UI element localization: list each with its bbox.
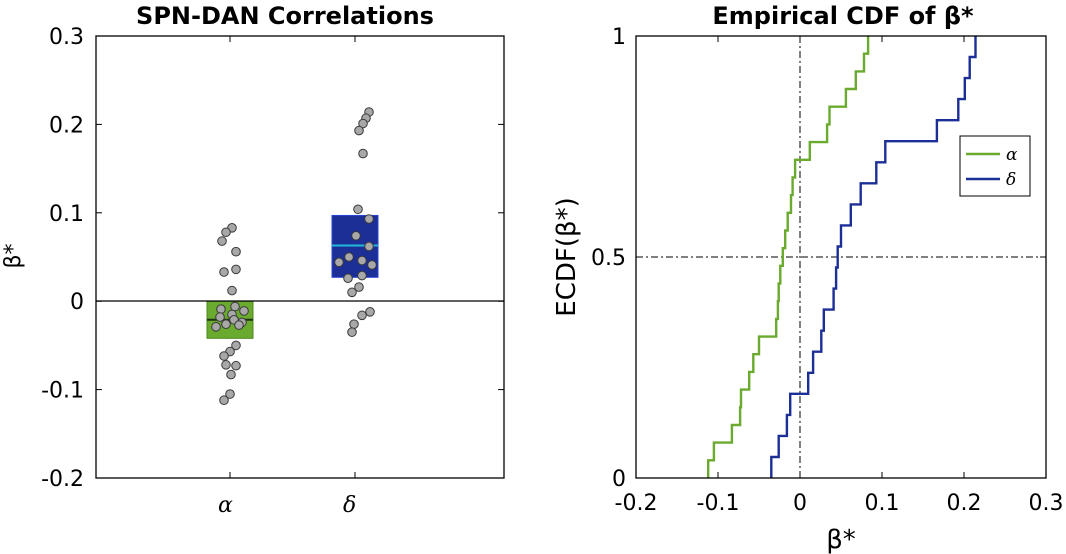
data-point [365, 307, 375, 317]
legend-label: α [1006, 145, 1018, 165]
data-point [231, 246, 241, 257]
y-tick-label: 0.5 [591, 246, 626, 271]
y-tick-label: 0.1 [49, 202, 84, 227]
data-point [344, 252, 354, 262]
data-point [347, 327, 357, 337]
data-point [364, 241, 374, 252]
x-tick-label: δ [343, 493, 356, 518]
correlations-panel: SPN-DAN Correlations -0.2-0.100.10.20.3 … [1, 2, 505, 518]
data-point [334, 257, 344, 268]
data-point [221, 227, 231, 238]
data-point [239, 306, 249, 316]
right-xlabel: β* [826, 525, 856, 554]
y-tick-label: 0.2 [49, 113, 84, 138]
left-ylabel: β* [1, 243, 26, 268]
data-point [353, 204, 363, 215]
left-plot-frame [95, 35, 505, 479]
ecdf-line [770, 36, 977, 478]
data-point [211, 322, 221, 332]
ecdf-line [707, 36, 870, 478]
data-point [230, 301, 240, 312]
data-point [358, 148, 368, 159]
legend-label: δ [1006, 170, 1016, 190]
y-tick-label: 0 [70, 290, 84, 315]
data-point [216, 304, 226, 314]
data-point [221, 319, 231, 329]
data-point [351, 230, 361, 241]
data-point [225, 389, 235, 399]
legend: αδ [959, 135, 1031, 197]
data-point [357, 270, 367, 281]
data-point [219, 395, 229, 406]
x-tick-label: 0.3 [1029, 491, 1064, 516]
left-title: SPN-DAN Correlations [136, 2, 434, 30]
data-point [234, 320, 244, 330]
data-point [226, 369, 236, 380]
legend-box [959, 135, 1031, 197]
right-ylabel: ECDF(β*) [552, 197, 582, 316]
x-tick-label: 0.2 [947, 491, 982, 516]
x-tick-label: 0.1 [865, 491, 900, 516]
data-point [364, 214, 374, 224]
y-tick-label: 0.3 [49, 25, 84, 50]
x-tick-label: -0.1 [697, 491, 740, 516]
data-point [219, 351, 229, 361]
y-tick-label: 0 [612, 467, 626, 492]
data-point [358, 118, 368, 129]
data-point [219, 267, 229, 277]
data-point [347, 287, 357, 298]
y-tick-label: -0.1 [41, 379, 84, 404]
ecdf-panel: Empirical CDF of β* 0 0.5 1 -0.2 -0.1 0 0.1 0.… [552, 2, 1064, 554]
data-point [343, 273, 353, 284]
x-tick-label: -0.2 [615, 491, 658, 516]
data-point [221, 360, 231, 370]
data-point [357, 310, 367, 321]
data-point [354, 282, 364, 292]
data-point [357, 255, 367, 266]
data-point [231, 340, 241, 351]
data-point [349, 319, 359, 329]
x-tick-label: 0 [793, 491, 807, 516]
y-tick-label: -0.2 [41, 467, 84, 492]
data-point [227, 285, 237, 296]
data-point [367, 260, 377, 270]
data-point [354, 125, 364, 136]
data-point [231, 360, 241, 371]
data-point [215, 312, 225, 322]
y-tick-label: 1 [612, 25, 626, 50]
data-point [217, 236, 227, 246]
data-point [231, 264, 241, 275]
right-title: Empirical CDF of β* [712, 2, 974, 30]
x-tick-label: α [218, 493, 233, 518]
